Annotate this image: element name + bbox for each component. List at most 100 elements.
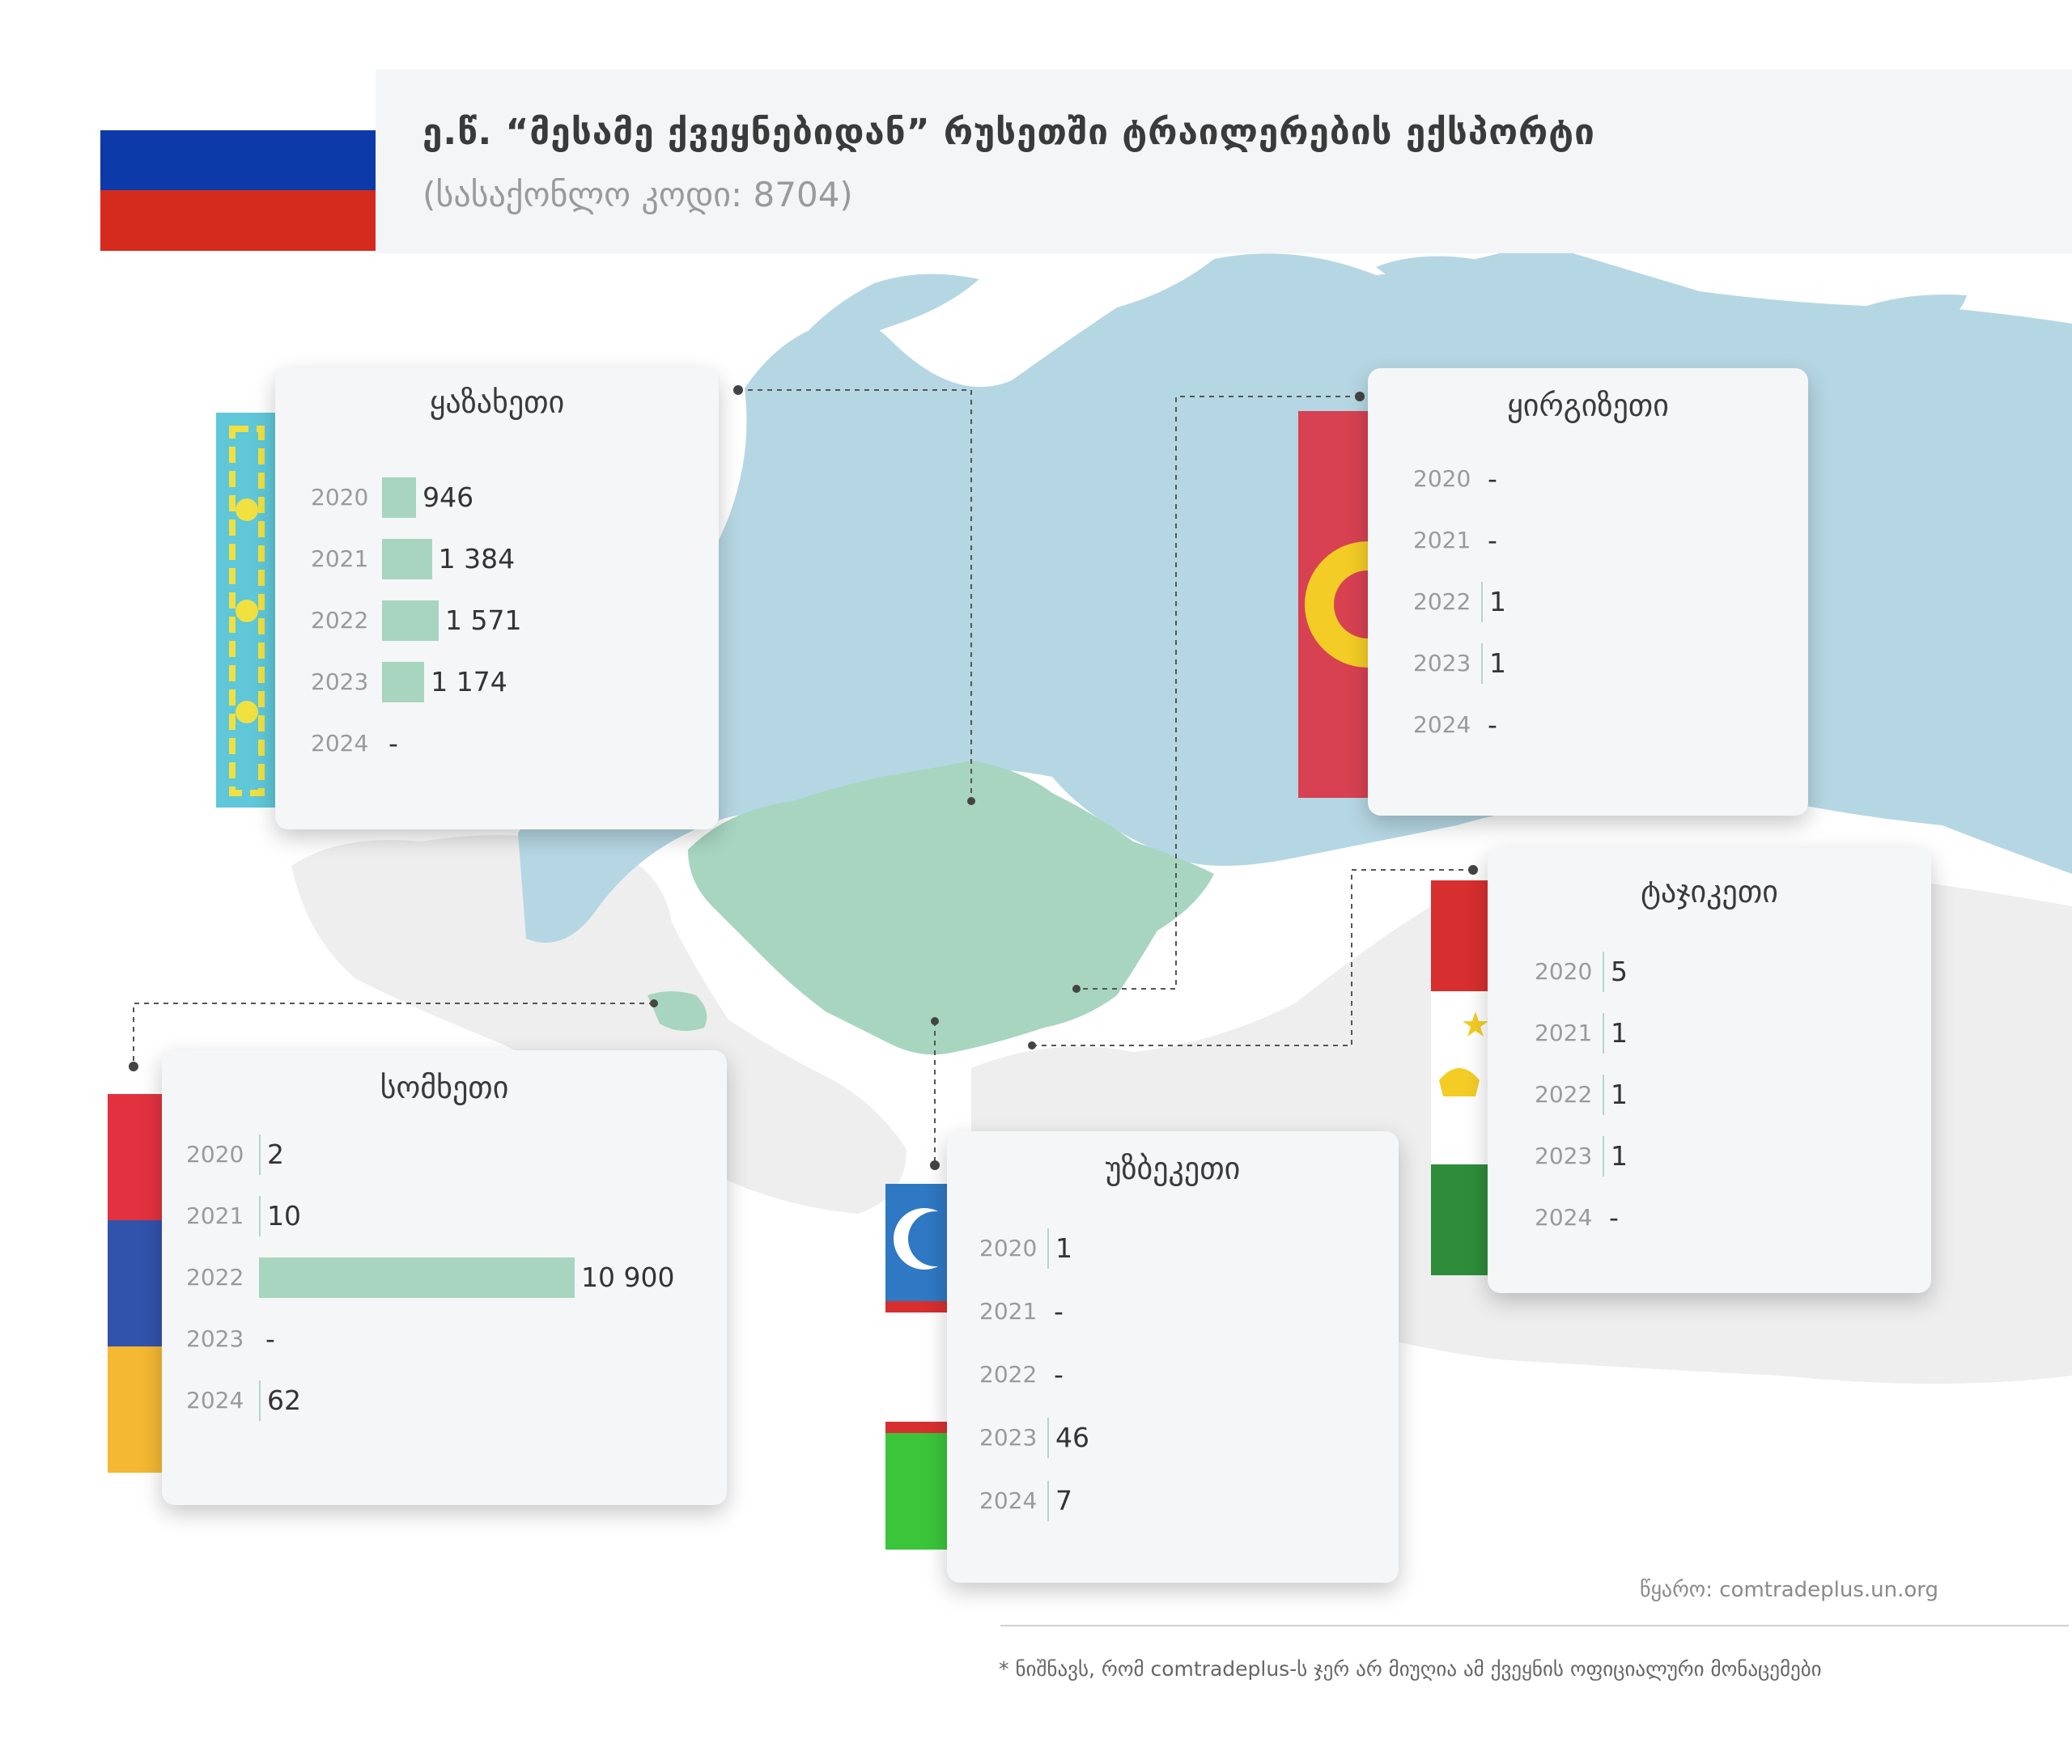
value-label: 10 (267, 1200, 301, 1232)
bar (1603, 1075, 1604, 1115)
value-label: - (1488, 709, 1497, 740)
value-label: - (1609, 1202, 1619, 1233)
chart-row: 2024- (1368, 705, 1808, 745)
page-title: ე.წ. “მესამე ქვეყნებიდან” რუსეთში ტრაილე… (422, 112, 1595, 153)
kazakhstan-card: ყაზახეთი 2020 946 2021 1 384 2022 1 571 2023 1 … (275, 368, 719, 829)
card-title: სომხეთი (380, 1070, 509, 1105)
year-label: 2021 (186, 1202, 244, 1229)
year-label: 2021 (979, 1298, 1038, 1325)
year-label: 2021 (1413, 527, 1471, 553)
value-label: 1 (1611, 1017, 1628, 1049)
value-label: 62 (267, 1384, 301, 1416)
year-label: 2024 (1535, 1204, 1593, 1231)
value-label: 5 (1611, 956, 1628, 987)
chart-row: 2021 1 384 (275, 539, 719, 579)
bar (259, 1134, 261, 1175)
bar (259, 1196, 261, 1236)
year-label: 2020 (311, 484, 369, 511)
source-note: წყარო: comtradeplus.un.org (1640, 1578, 1939, 1602)
value-label: 1 (1489, 647, 1506, 679)
chart-row: 2024- (1488, 1198, 1931, 1238)
year-label: 2024 (311, 730, 369, 757)
map-russia-north-island-2 (1376, 256, 1507, 299)
chart-row: 2021- (947, 1291, 1399, 1332)
value-label: 946 (422, 481, 474, 513)
chart-row: 2021 1 (1488, 1013, 1931, 1054)
bar (1481, 643, 1483, 684)
value-label: - (388, 727, 398, 759)
year-label: 2020 (979, 1235, 1038, 1262)
year-label: 2024 (1413, 711, 1471, 738)
armenia-card: სომხეთი 2020 2 2021 10 2022 10 900 2023- 2024 62 (162, 1050, 727, 1505)
value-label: 2 (267, 1139, 284, 1170)
value-label: 1 (1611, 1079, 1628, 1110)
value-label: 1 (1489, 586, 1506, 617)
chart-row: 2020 5 (1488, 952, 1931, 992)
tajikistan-crown-icon (1439, 1011, 1488, 1096)
year-label: 2023 (1535, 1143, 1593, 1169)
value-label: 1 384 (438, 543, 516, 575)
chart-row: 2022 1 (1488, 1075, 1931, 1115)
chart-row: 2022- (947, 1355, 1399, 1395)
bar (1603, 1013, 1604, 1054)
chart-row: 2023 1 (1488, 1136, 1931, 1177)
footer-divider (1000, 1625, 2069, 1626)
year-label: 2024 (186, 1387, 244, 1414)
value-label: - (1488, 524, 1497, 556)
chart-row: 2023 46 (947, 1418, 1399, 1458)
kazakhstan-flag (216, 413, 275, 808)
bar (382, 477, 417, 518)
value-label: - (265, 1323, 275, 1355)
chart-row: 2022 10 900 (162, 1257, 727, 1298)
russia-flag (100, 70, 376, 251)
page-subtitle: (სასაქონლო კოდი: 8704) (422, 175, 853, 214)
year-label: 2020 (186, 1141, 244, 1168)
map-russia-north-island-3 (1862, 295, 1967, 332)
chart-row: 2021- (1368, 520, 1808, 561)
header-band (375, 70, 2072, 253)
uzbekistan-crescent-icon (894, 1208, 950, 1270)
value-label: 46 (1055, 1422, 1089, 1453)
value-label: - (1054, 1295, 1064, 1327)
card-title: ტაჯიკეთი (1641, 874, 1778, 910)
year-label: 2022 (186, 1264, 244, 1291)
kyrgyzstan-sun-icon (1305, 541, 1368, 668)
year-label: 2024 (979, 1487, 1038, 1514)
uzbekistan-card: უზბეკეთი 2020 1 2021-2022-2023 46 2024 7 (947, 1131, 1399, 1583)
year-label: 2023 (979, 1424, 1038, 1451)
year-label: 2022 (311, 607, 369, 634)
card-title: ყაზახეთი (429, 384, 565, 420)
value-label: 10 900 (581, 1262, 675, 1293)
bar (1047, 1481, 1049, 1521)
tajikistan-flag (1431, 880, 1488, 1275)
chart-row: 2020 946 (275, 477, 719, 518)
value-label: 1 (1611, 1140, 1628, 1172)
map-russia-north-island (793, 274, 979, 364)
year-label: 2023 (1413, 650, 1471, 676)
bar (1603, 1136, 1604, 1177)
kyrgyzstan-flag (1298, 411, 1368, 798)
bar (382, 539, 432, 579)
bar (382, 600, 439, 641)
year-label: 2022 (1535, 1081, 1593, 1108)
bar (382, 662, 425, 702)
year-label: 2020 (1535, 958, 1593, 985)
armenia-flag (108, 1094, 164, 1473)
value-label: - (1488, 463, 1497, 494)
bar (1047, 1228, 1049, 1269)
bar (1047, 1418, 1049, 1458)
bar (259, 1380, 261, 1421)
value-label: 7 (1055, 1485, 1072, 1516)
bar (259, 1257, 575, 1298)
chart-row: 2023- (162, 1319, 727, 1359)
chart-row: 2024 62 (162, 1380, 727, 1421)
year-label: 2023 (311, 668, 369, 695)
kazakhstan-ornament-icon (229, 426, 265, 796)
map-armenia (648, 991, 707, 1031)
chart-row: 2023 1 (1368, 643, 1808, 684)
chart-row: 2021 10 (162, 1196, 727, 1236)
year-label: 2020 (1413, 465, 1471, 492)
value-label: 1 174 (431, 666, 507, 698)
value-label: 1 (1055, 1232, 1072, 1264)
chart-row: 2022 1 (1368, 582, 1808, 622)
